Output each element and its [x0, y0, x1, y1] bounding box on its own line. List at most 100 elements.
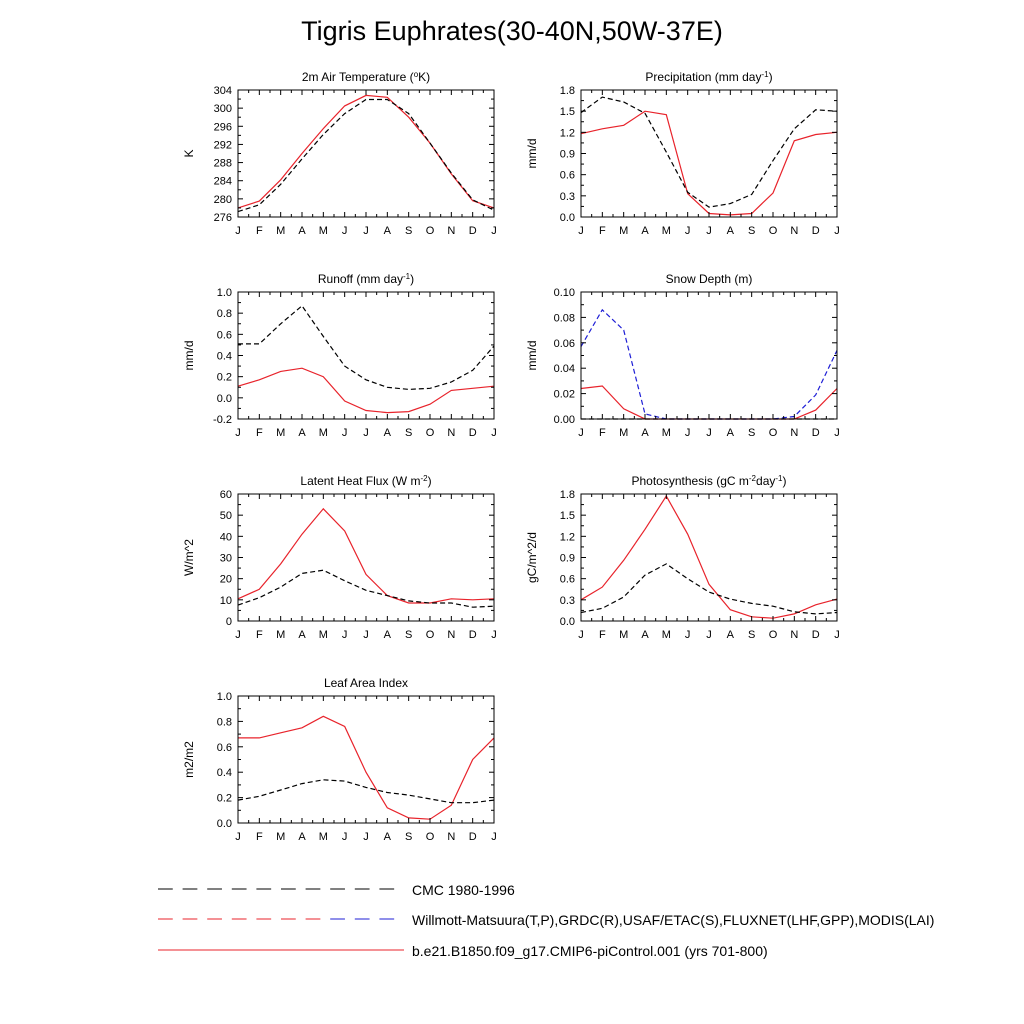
x-tick-label: M [319, 225, 328, 237]
y-tick-label: 0.0 [217, 393, 232, 405]
y-tick-label: 0.0 [217, 818, 232, 830]
series-line-model [580, 494, 838, 619]
chart-panel-0: J F M A M J J A S O N D J276280284288292296300304K2m… [182, 70, 497, 238]
y-tick-label: 0.9 [560, 149, 575, 161]
x-tick-label: J [491, 225, 497, 237]
series-line-observed [238, 304, 495, 391]
y-tick-label: 0.0 [560, 212, 575, 224]
y-tick-label: 296 [214, 121, 232, 133]
x-tick-label: J [342, 629, 348, 641]
x-tick-label: O [426, 225, 435, 237]
legend-label-obs: Willmott-Matsuura(T,P),GRDC(R),USAF/ETAC… [412, 912, 935, 928]
x-tick-label: D [812, 225, 820, 237]
x-tick-label: J [834, 629, 840, 641]
x-tick-label: J [363, 629, 369, 641]
x-tick-label: O [769, 427, 778, 439]
y-tick-label: 280 [214, 194, 232, 206]
x-tick-label: J [235, 427, 241, 439]
x-tick-label: A [298, 225, 306, 237]
x-tick-label: J [685, 427, 691, 439]
plot-frame [237, 89, 495, 218]
y-tick-label: 0.6 [217, 742, 232, 754]
y-axis-label: K [182, 149, 196, 157]
panel-title: Photosynthesis (gC m-2day-1) [632, 474, 787, 489]
x-tick-label: M [662, 225, 671, 237]
x-tick-label: D [469, 427, 477, 439]
series-line-observed [237, 98, 495, 213]
x-tick-label: J [235, 225, 241, 237]
y-axis-label: gC/m^2/d [525, 532, 539, 583]
chart-panel-5: J F M A M J J A S O N D J0.00.30.60.91.21.51.8gC/m^2… [525, 474, 840, 642]
x-tick-label: S [405, 629, 412, 641]
x-tick-label: F [599, 427, 606, 439]
x-tick-label: F [599, 225, 606, 237]
y-tick-label: 0.00 [554, 414, 575, 426]
x-tick-label: F [256, 831, 263, 843]
x-tick-label: O [426, 831, 435, 843]
y-tick-label: 0.04 [554, 363, 575, 375]
y-tick-label: 1.8 [560, 85, 575, 97]
x-tick-label: A [727, 629, 735, 641]
x-tick-label: F [599, 629, 606, 641]
x-tick-label: F [256, 629, 263, 641]
y-tick-label: 10 [220, 595, 232, 607]
chart-panel-2: J F M A M J J A S O N D J-0.20.00.20.40.60.81.0mm/dR… [182, 272, 497, 440]
x-tick-label: J [578, 427, 584, 439]
y-axis-label: mm/d [182, 341, 196, 371]
y-tick-label: 1.5 [560, 510, 575, 522]
y-tick-label: 1.5 [560, 106, 575, 118]
x-tick-label: J [235, 629, 241, 641]
y-tick-label: 0.08 [554, 312, 575, 324]
x-tick-label: D [469, 831, 477, 843]
x-tick-label: A [384, 225, 392, 237]
y-tick-label: 0.6 [217, 329, 232, 341]
chart-panel-1: J F M A M J J A S O N D J0.00.30.60.91.21.51.8mm/dPr… [525, 70, 840, 238]
series-line-model [238, 715, 495, 820]
x-tick-label: A [641, 427, 649, 439]
plot-frame [237, 493, 495, 622]
x-tick-label: S [405, 831, 412, 843]
y-tick-label: 30 [220, 553, 232, 565]
x-tick-label: D [812, 427, 820, 439]
y-tick-label: 304 [214, 85, 232, 97]
x-tick-label: N [447, 225, 455, 237]
series-line-observed [237, 569, 495, 608]
series-line-model [237, 94, 495, 209]
x-tick-label: J [706, 427, 712, 439]
y-tick-label: 0.2 [217, 372, 232, 384]
x-tick-label: M [319, 427, 328, 439]
y-tick-label: 300 [214, 103, 232, 115]
y-tick-label: 0 [226, 616, 232, 628]
y-axis-label: m2/m2 [182, 741, 196, 778]
plot-frame [580, 493, 838, 622]
x-tick-label: A [641, 629, 649, 641]
x-tick-label: A [727, 427, 735, 439]
x-tick-label: J [491, 629, 497, 641]
x-tick-label: N [790, 225, 798, 237]
x-tick-label: J [342, 225, 348, 237]
series-line-observed [580, 96, 838, 208]
series-line-model [237, 367, 495, 414]
x-tick-label: D [469, 225, 477, 237]
x-tick-label: J [578, 629, 584, 641]
x-tick-label: J [342, 831, 348, 843]
x-tick-label: S [748, 427, 755, 439]
x-tick-label: A [298, 427, 306, 439]
x-tick-label: S [405, 427, 412, 439]
series-line-observed [580, 563, 838, 615]
chart-panel-3: J F M A M J J A S O N D J0.000.020.040.060.080.10mm/… [525, 272, 840, 439]
x-tick-label: M [276, 225, 285, 237]
x-tick-label: F [256, 427, 263, 439]
legend-label-cmc: CMC 1980-1996 [412, 882, 515, 898]
plot-frame [580, 89, 838, 218]
panel-title: Latent Heat Flux (W m-2) [300, 474, 431, 489]
x-tick-label: M [619, 225, 628, 237]
x-tick-label: A [384, 831, 392, 843]
plot-frame [580, 291, 838, 420]
legend-label-model: b.e21.B1850.f09_g17.CMIP6-piControl.001 … [412, 943, 768, 959]
x-tick-label: F [256, 225, 263, 237]
y-tick-label: 276 [214, 212, 232, 224]
x-tick-label: J [363, 427, 369, 439]
y-tick-label: 0.8 [217, 308, 232, 320]
